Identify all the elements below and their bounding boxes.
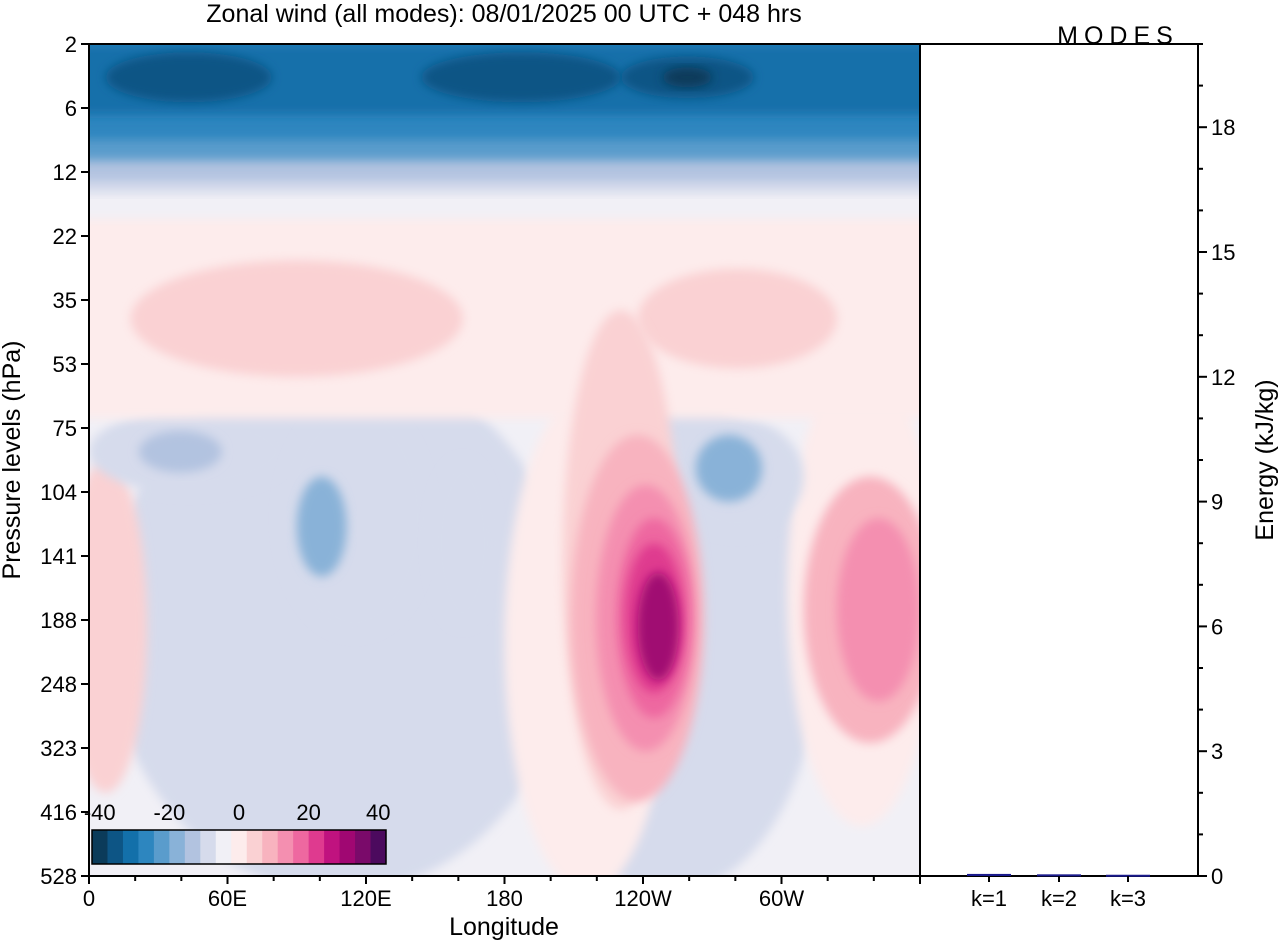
y-tick-label: 416 xyxy=(40,800,77,825)
easterly-core xyxy=(421,52,621,103)
energy-tick-label: 3 xyxy=(1211,739,1223,764)
lower-westerly-patch xyxy=(89,460,148,793)
colorbar-cell xyxy=(184,830,201,864)
energy-bar xyxy=(1037,874,1081,877)
y-tick-label: 2 xyxy=(65,32,77,57)
easterly-pocket xyxy=(695,435,763,502)
colorbar-cell xyxy=(277,830,294,864)
chart-title: Zonal wind (all modes): 08/01/2025 00 UT… xyxy=(206,0,801,28)
colorbar-cell xyxy=(215,830,232,864)
energy-tick-label: 6 xyxy=(1211,614,1223,639)
y-tick-label: 104 xyxy=(40,480,77,505)
y-tick-label: 141 xyxy=(40,544,77,569)
y-tick-label: 188 xyxy=(40,608,77,633)
jet-120w-core xyxy=(637,572,680,681)
energy-axis-ticks: 0 3 6 9 12 15 18 xyxy=(1198,43,1235,889)
x-axis-ticks: 0 60E 120E 180 120W 60W xyxy=(83,876,921,911)
energy-tick-label: 0 xyxy=(1211,864,1223,889)
colorbar-cell xyxy=(122,830,139,864)
bar-panel-frame xyxy=(919,43,1199,877)
x-axis-label: Longitude xyxy=(449,913,559,941)
colorbar-cell xyxy=(169,830,186,864)
y-tick-label: 323 xyxy=(40,736,77,761)
colorbar-tick-label: -20 xyxy=(153,800,185,825)
westerly-layer-core xyxy=(130,260,463,377)
colorbar-cell xyxy=(107,830,124,864)
colorbar-cell xyxy=(370,830,387,864)
easterly-pocket xyxy=(280,401,430,635)
energy-tick-label: 12 xyxy=(1211,365,1235,390)
x-tick-label: 60E xyxy=(208,886,247,911)
colorbar-cell xyxy=(246,830,263,864)
y-tick-label: 22 xyxy=(53,224,77,249)
x-tick-label: 120E xyxy=(340,886,391,911)
easterly-core xyxy=(105,52,272,103)
jet-15w-core xyxy=(836,518,920,702)
energy-bar xyxy=(1106,874,1150,877)
colorbar-cell xyxy=(92,830,108,864)
energy-axis-label: Energy (kJ/kg) xyxy=(1251,379,1279,540)
colorbar-cell xyxy=(339,830,356,864)
energy-bar xyxy=(967,873,1011,876)
colorbar-cells xyxy=(91,829,387,865)
y-tick-label: 75 xyxy=(53,416,77,441)
colorbar-tick-label: 40 xyxy=(366,800,390,825)
y-tick-label: 248 xyxy=(40,672,77,697)
colorbar-tick-label: -40 xyxy=(84,800,116,825)
x-tick-label: 180 xyxy=(486,886,523,911)
energy-tick-label: 18 xyxy=(1211,115,1235,140)
x-tick-label: 60W xyxy=(759,886,804,911)
bar-panel: 0 3 6 9 12 15 18 k=1 k=2 k=3 Energy (kJ/kg) xyxy=(919,43,1279,911)
colorbar-frame xyxy=(91,829,387,865)
y-tick-label: 12 xyxy=(53,160,77,185)
colorbar-cell xyxy=(293,830,310,864)
westerly-layer-core xyxy=(637,268,837,369)
heatmap-panel: 2 6 12 22 35 53 75 104 141 188 248 323 416 528 0 60E 12… xyxy=(0,32,921,941)
energy-tick-label: 9 xyxy=(1211,490,1223,515)
x-tick-label: 120W xyxy=(614,886,672,911)
y-tick-label: 6 xyxy=(65,96,77,121)
colorbar-cell xyxy=(200,830,217,864)
colorbar: -40 -20 0 20 40 xyxy=(84,800,391,865)
energy-bars xyxy=(967,873,1150,877)
wind-field xyxy=(89,44,920,876)
y-tick-label: 528 xyxy=(40,864,77,889)
colorbar-cell xyxy=(308,830,325,864)
colorbar-tick-label: 20 xyxy=(296,800,320,825)
easterly-pocket xyxy=(429,460,497,627)
energy-tick-label: 15 xyxy=(1211,240,1235,265)
colorbar-tick-label: 0 xyxy=(233,800,245,825)
colorbar-cell xyxy=(262,830,279,864)
y-axis-label: Pressure levels (hPa) xyxy=(0,341,26,580)
colorbar-cell xyxy=(138,830,155,864)
wavenumber-label: k=3 xyxy=(1110,886,1146,911)
easterly-core xyxy=(662,67,713,88)
y-tick-label: 53 xyxy=(53,352,77,377)
wavenumber-label: k=2 xyxy=(1041,886,1077,911)
wavenumber-label: k=1 xyxy=(971,886,1007,911)
colorbar-cell xyxy=(231,830,248,864)
colorbar-ticks: -40 -20 0 20 40 xyxy=(84,800,391,825)
colorbar-cell xyxy=(355,830,372,864)
easterly-pocket xyxy=(138,430,222,473)
x-tick-label: 0 xyxy=(83,886,95,911)
wavenumber-ticks: k=1 k=2 k=3 xyxy=(971,876,1146,911)
y-tick-label: 35 xyxy=(53,288,77,313)
y-axis-ticks: 2 6 12 22 35 53 75 104 141 188 248 323 416 528 xyxy=(40,32,89,889)
colorbar-cell xyxy=(153,830,170,864)
easterly-pocket xyxy=(296,476,347,577)
colorbar-cell xyxy=(324,830,341,864)
